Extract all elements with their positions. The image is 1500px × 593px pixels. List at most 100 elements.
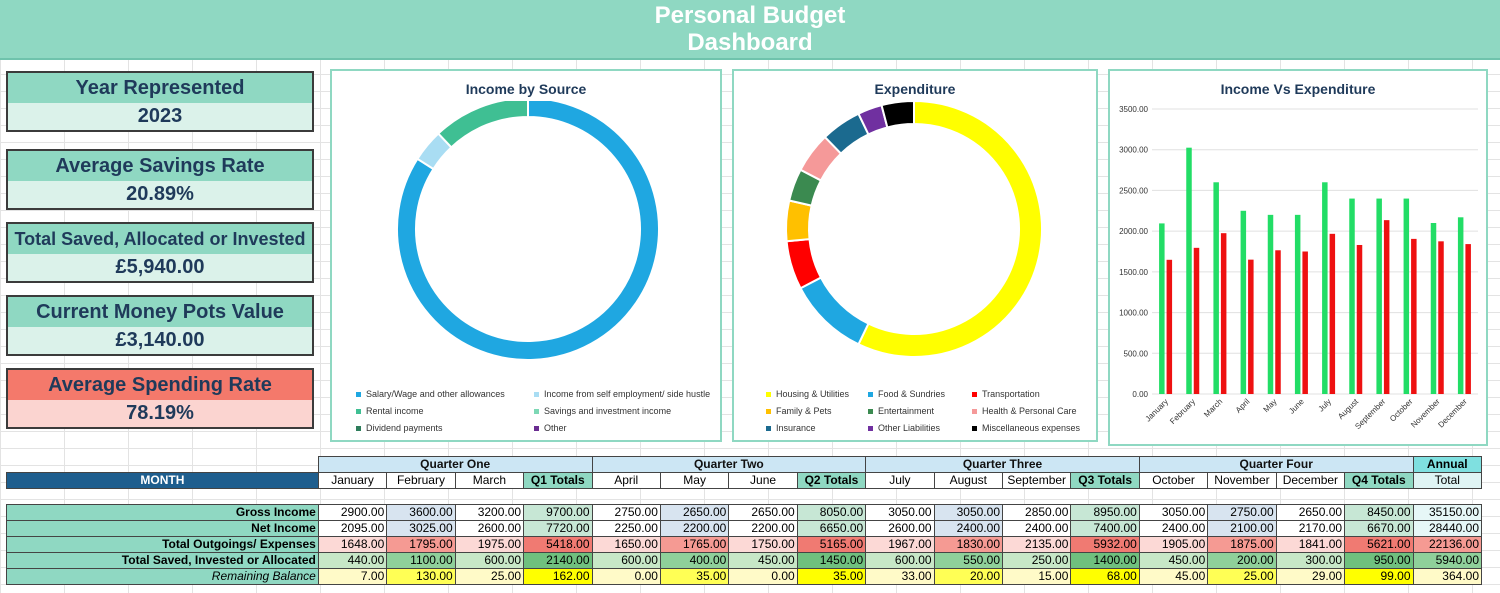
value-cell[interactable]: 1795.00 xyxy=(386,536,456,553)
bar-income[interactable] xyxy=(1240,210,1247,394)
kpi-total-saved-value[interactable]: £5,940.00 xyxy=(8,254,312,281)
value-cell[interactable]: 440.00 xyxy=(317,552,388,569)
value-cell[interactable]: 6670.00 xyxy=(1344,520,1414,537)
value-cell[interactable]: 600.00 xyxy=(865,552,935,569)
expenditure-slice-8[interactable] xyxy=(880,101,915,129)
value-cell[interactable]: 2600.00 xyxy=(865,520,935,537)
month-cell[interactable]: April xyxy=(591,472,661,489)
row-label[interactable]: Net Income xyxy=(6,520,319,537)
month-cell[interactable]: November xyxy=(1207,472,1277,489)
value-cell[interactable]: 8950.00 xyxy=(1070,504,1140,521)
value-cell[interactable]: 5418.00 xyxy=(523,536,593,553)
value-cell[interactable]: 364.00 xyxy=(1412,568,1483,585)
value-cell[interactable]: 950.00 xyxy=(1344,552,1414,569)
quarter-total-header[interactable]: Q2 Totals xyxy=(796,472,867,489)
quarter-total-header[interactable]: Q4 Totals xyxy=(1344,472,1414,489)
value-cell[interactable]: 6650.00 xyxy=(796,520,867,537)
value-cell[interactable]: 8050.00 xyxy=(796,504,867,521)
value-cell[interactable]: 1100.00 xyxy=(386,552,456,569)
value-cell[interactable]: 35.00 xyxy=(659,568,730,585)
row-label[interactable]: Remaining Balance xyxy=(6,568,319,585)
bar-expenditure[interactable] xyxy=(1166,259,1173,394)
value-cell[interactable]: 1967.00 xyxy=(865,536,935,553)
value-cell[interactable]: 450.00 xyxy=(1138,552,1209,569)
value-cell[interactable]: 3050.00 xyxy=(1138,504,1209,521)
month-cell[interactable]: June xyxy=(728,472,798,489)
month-cell[interactable]: March xyxy=(454,472,525,489)
value-cell[interactable]: 15.00 xyxy=(1001,568,1072,585)
kpi-savings-rate-value[interactable]: 20.89% xyxy=(8,181,312,208)
expenditure-slice-2[interactable] xyxy=(785,237,823,290)
value-cell[interactable]: 200.00 xyxy=(1207,552,1277,569)
bar-expenditure[interactable] xyxy=(1411,238,1417,394)
quarter-header[interactable]: Quarter Four xyxy=(1138,456,1414,473)
annual-header[interactable]: Annual xyxy=(1412,456,1483,473)
bar-income[interactable] xyxy=(1213,182,1219,394)
bar-income[interactable] xyxy=(1376,198,1382,394)
value-cell[interactable]: 9700.00 xyxy=(523,504,593,521)
value-cell[interactable]: 3025.00 xyxy=(386,520,456,537)
bar-expenditure[interactable] xyxy=(1356,244,1363,394)
income-slice-0[interactable] xyxy=(396,101,660,361)
value-cell[interactable]: 25.00 xyxy=(1207,568,1277,585)
quarter-total-header[interactable]: Q1 Totals xyxy=(523,472,593,489)
value-cell[interactable]: 7400.00 xyxy=(1070,520,1140,537)
value-cell[interactable]: 1648.00 xyxy=(317,536,388,553)
value-cell[interactable]: 1400.00 xyxy=(1070,552,1140,569)
quarter-header[interactable]: Quarter Two xyxy=(591,456,867,473)
month-cell[interactable]: May xyxy=(659,472,730,489)
income-slice-2[interactable] xyxy=(436,101,529,149)
bar-income[interactable] xyxy=(1267,214,1274,394)
value-cell[interactable]: 1450.00 xyxy=(796,552,867,569)
kpi-money-pots-value[interactable]: £3,140.00 xyxy=(8,327,312,354)
value-cell[interactable]: 22136.00 xyxy=(1412,536,1483,553)
value-cell[interactable]: 550.00 xyxy=(933,552,1004,569)
value-cell[interactable]: 2850.00 xyxy=(1001,504,1072,521)
value-cell[interactable]: 1905.00 xyxy=(1138,536,1209,553)
value-cell[interactable]: 1841.00 xyxy=(1275,536,1346,553)
value-cell[interactable]: 99.00 xyxy=(1344,568,1414,585)
value-cell[interactable]: 5932.00 xyxy=(1070,536,1140,553)
value-cell[interactable]: 35.00 xyxy=(796,568,867,585)
month-header[interactable]: MONTH xyxy=(6,472,319,489)
value-cell[interactable]: 7720.00 xyxy=(523,520,593,537)
value-cell[interactable]: 2650.00 xyxy=(1275,504,1346,521)
value-cell[interactable]: 250.00 xyxy=(1001,552,1072,569)
value-cell[interactable]: 400.00 xyxy=(659,552,730,569)
value-cell[interactable]: 3050.00 xyxy=(865,504,935,521)
value-cell[interactable]: 5621.00 xyxy=(1344,536,1414,553)
row-label[interactable]: Total Outgoings/ Expenses xyxy=(6,536,319,553)
value-cell[interactable]: 2750.00 xyxy=(1207,504,1277,521)
month-cell[interactable]: September xyxy=(1001,472,1072,489)
income-vs-expenditure-chart[interactable]: Income Vs Expenditure 0.00 500.00 1000.00 1… xyxy=(1108,69,1488,446)
value-cell[interactable]: 1875.00 xyxy=(1207,536,1277,553)
value-cell[interactable]: 5165.00 xyxy=(796,536,867,553)
value-cell[interactable]: 2170.00 xyxy=(1275,520,1346,537)
value-cell[interactable]: 130.00 xyxy=(386,568,456,585)
value-cell[interactable]: 600.00 xyxy=(454,552,525,569)
bar-income[interactable] xyxy=(1349,198,1355,394)
value-cell[interactable]: 35150.00 xyxy=(1412,504,1483,521)
value-cell[interactable]: 68.00 xyxy=(1070,568,1140,585)
bar-expenditure[interactable] xyxy=(1275,250,1281,394)
value-cell[interactable]: 2140.00 xyxy=(523,552,593,569)
bar-income[interactable] xyxy=(1294,214,1301,394)
value-cell[interactable]: 7.00 xyxy=(317,568,388,585)
value-cell[interactable]: 450.00 xyxy=(728,552,798,569)
value-cell[interactable]: 2650.00 xyxy=(659,504,730,521)
value-cell[interactable]: 2650.00 xyxy=(728,504,798,521)
month-cell[interactable]: January xyxy=(317,472,388,489)
value-cell[interactable]: 2200.00 xyxy=(728,520,798,537)
bar-expenditure[interactable] xyxy=(1248,259,1254,394)
value-cell[interactable]: 3200.00 xyxy=(454,504,525,521)
value-cell[interactable]: 0.00 xyxy=(728,568,798,585)
expenditure-slice-0[interactable] xyxy=(857,101,1043,358)
bar-income[interactable] xyxy=(1430,223,1437,394)
value-cell[interactable]: 2095.00 xyxy=(317,520,388,537)
value-cell[interactable]: 1750.00 xyxy=(728,536,798,553)
quarter-total-header[interactable]: Q3 Totals xyxy=(1070,472,1140,489)
value-cell[interactable]: 1765.00 xyxy=(659,536,730,553)
value-cell[interactable]: 20.00 xyxy=(933,568,1004,585)
value-cell[interactable]: 3600.00 xyxy=(386,504,456,521)
month-cell[interactable]: July xyxy=(865,472,935,489)
